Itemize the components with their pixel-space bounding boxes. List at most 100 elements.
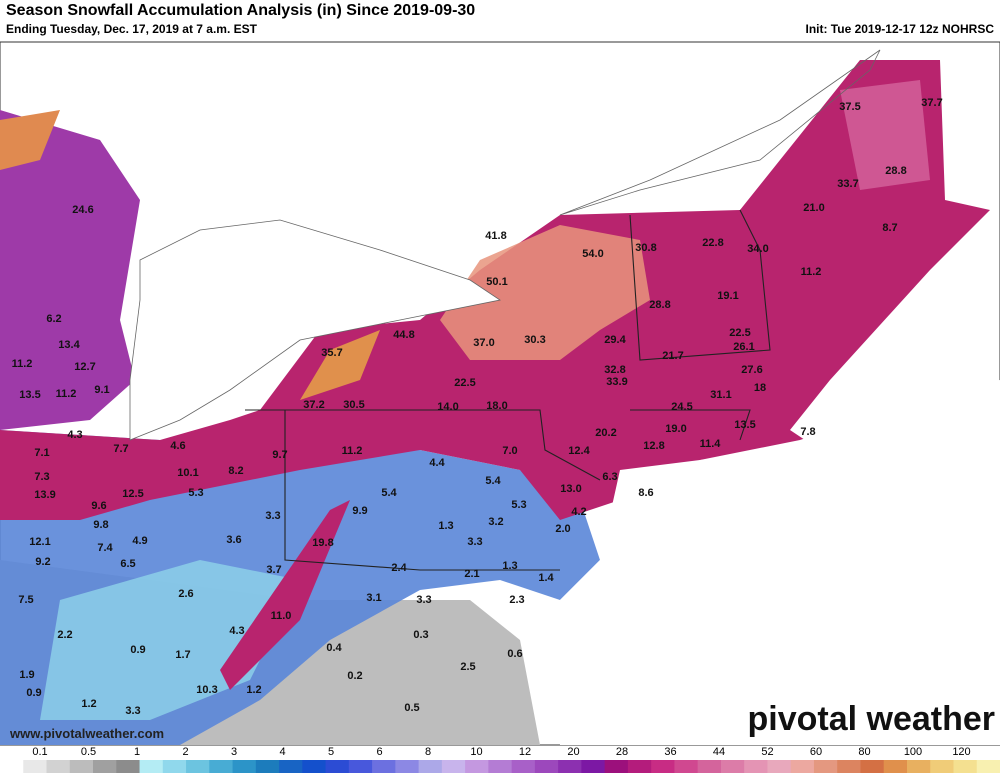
colorbar-cell xyxy=(953,760,978,773)
value-label: 11.2 xyxy=(801,266,822,278)
colorbar-cell xyxy=(139,760,164,773)
colorbar-tick-label: 28 xyxy=(616,746,628,758)
value-label: 30.8 xyxy=(635,242,656,254)
value-label: 1.9 xyxy=(19,669,34,681)
colorbar-cell xyxy=(116,760,141,773)
value-label: 37.2 xyxy=(303,399,324,411)
colorbar-cell xyxy=(46,760,71,773)
colorbar: 0.1 0.5 1 2 3 4 5 6 8 10 12 20 28 36 44 52 60 80 100 120 xyxy=(0,746,1000,773)
value-label: 4.2 xyxy=(571,506,586,518)
init-time: Init: Tue 2019-12-17 12z NOHRSC xyxy=(805,22,994,36)
colorbar-tick-label: 44 xyxy=(713,746,725,758)
value-label: 28.8 xyxy=(649,299,670,311)
watermark: pivotal weather xyxy=(747,700,995,738)
value-label: 13.9 xyxy=(34,489,55,501)
value-label: 24.6 xyxy=(72,204,93,216)
value-label: 4.9 xyxy=(132,535,147,547)
colorbar-tick-label: 20 xyxy=(567,746,579,758)
value-label: 0.9 xyxy=(130,644,145,656)
subtitle: Ending Tuesday, Dec. 17, 2019 at 7 a.m. … xyxy=(6,22,258,36)
colorbar-cell xyxy=(558,760,582,773)
value-label: 0.3 xyxy=(413,629,428,641)
colorbar-tick-label: 60 xyxy=(810,746,822,758)
colorbar-cell xyxy=(534,760,559,773)
value-label: 30.5 xyxy=(343,399,364,411)
maine-max xyxy=(840,80,930,190)
colorbar-cell xyxy=(767,760,792,773)
value-label: 2.6 xyxy=(178,588,193,600)
value-label: 12.7 xyxy=(74,361,95,373)
colorbar-cell xyxy=(441,760,466,773)
colorbar-tick-label: 4 xyxy=(279,746,285,758)
value-label: 5.4 xyxy=(381,487,397,499)
value-label: 22.8 xyxy=(702,237,723,249)
colorbar-cell xyxy=(651,760,675,773)
value-label: 6.3 xyxy=(602,471,617,483)
colorbar-cell xyxy=(465,760,489,773)
colorbar-cell xyxy=(627,760,652,773)
value-label: 13.5 xyxy=(734,419,755,431)
value-label: 7.0 xyxy=(502,445,517,457)
value-label: 9.2 xyxy=(35,556,50,568)
value-label: 41.8 xyxy=(485,230,506,242)
value-label: 4.3 xyxy=(229,625,244,637)
value-label: 2.4 xyxy=(391,562,407,574)
value-label: 18.0 xyxy=(486,400,507,412)
colorbar-cell xyxy=(674,760,699,773)
colorbar-cell xyxy=(209,760,234,773)
value-label: 11.4 xyxy=(700,438,722,450)
value-label: 0.6 xyxy=(507,648,522,660)
value-label: 13.4 xyxy=(58,339,80,351)
colorbar-tick-label: 36 xyxy=(664,746,676,758)
value-label: 54.0 xyxy=(582,248,603,260)
value-label: 30.3 xyxy=(524,334,545,346)
value-label: 3.7 xyxy=(266,564,281,576)
colorbar-cell xyxy=(930,760,954,773)
value-label: 13.0 xyxy=(560,483,581,495)
michigan-heavy xyxy=(0,110,60,170)
value-labels: 37.5 37.7 28.8 33.7 21.0 8.7 24.6 41.8 54.0 30.8 2… xyxy=(12,97,943,717)
value-label: 1.7 xyxy=(175,649,190,661)
colorbar-cell xyxy=(418,760,443,773)
colorbar-cell xyxy=(325,760,350,773)
value-label: 4.4 xyxy=(429,457,445,469)
value-label: 2.3 xyxy=(509,594,524,606)
value-label: 50.1 xyxy=(486,276,507,288)
website: www.pivotalweather.com xyxy=(9,726,164,741)
value-label: 2.1 xyxy=(464,568,479,580)
value-label: 19.1 xyxy=(717,290,738,302)
colorbar-tick-label: 52 xyxy=(761,746,773,758)
value-label: 37.7 xyxy=(921,97,942,109)
value-label: 21.7 xyxy=(662,350,683,362)
value-label: 0.5 xyxy=(404,702,419,714)
colorbar-cell xyxy=(395,760,420,773)
value-label: 44.8 xyxy=(393,329,414,341)
st-lawrence xyxy=(559,49,881,216)
colorbar-cell xyxy=(255,760,280,773)
value-label: 9.1 xyxy=(94,384,109,396)
value-label: 6.2 xyxy=(46,313,61,325)
colorbar-cell xyxy=(511,760,536,773)
state-borders xyxy=(245,209,771,571)
colorbar-tick-label: 6 xyxy=(376,746,382,758)
value-label: 20.2 xyxy=(595,427,616,439)
value-label: 1.3 xyxy=(502,560,517,572)
colorbar-tick-label: 100 xyxy=(904,746,922,758)
value-label: 12.5 xyxy=(122,488,143,500)
value-label: 3.3 xyxy=(265,510,280,522)
value-label: 8.7 xyxy=(882,222,897,234)
value-label: 10.1 xyxy=(177,467,198,479)
lake-erie-max xyxy=(300,330,380,400)
value-label: 8.6 xyxy=(638,487,653,499)
value-label: 8.2 xyxy=(228,465,243,477)
value-label: 28.8 xyxy=(885,165,906,177)
value-label: 3.2 xyxy=(488,516,503,528)
value-label: 34.0 xyxy=(747,243,768,255)
colorbar-cell xyxy=(69,760,94,773)
value-label: 3.1 xyxy=(366,592,381,604)
colorbar-tick-label: 10 xyxy=(470,746,482,758)
value-label: 5.4 xyxy=(485,475,501,487)
value-label: 1.2 xyxy=(246,684,261,696)
value-label: 10.3 xyxy=(196,684,217,696)
